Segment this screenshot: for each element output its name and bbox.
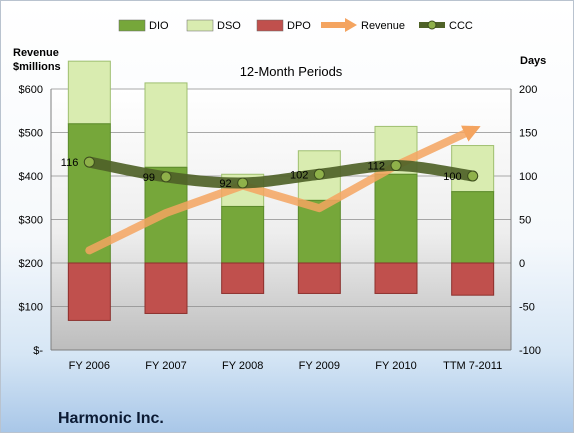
x-tick-label: TTM 7-2011 <box>443 360 502 372</box>
dso-bar <box>144 82 188 168</box>
legend-label: DPO <box>287 20 311 32</box>
legend-label: DIO <box>149 20 169 32</box>
x-tick-label: FY 2010 <box>375 360 416 372</box>
right-tick-label: 200 <box>519 84 537 96</box>
dpo-bar <box>67 262 111 321</box>
legend: DIO DSO DPO Revenue CCC <box>118 18 473 32</box>
x-tick-label: FY 2009 <box>299 360 340 372</box>
left-tick-label: $600 <box>19 84 43 96</box>
left-tick-label: $- <box>33 345 43 357</box>
ccc-point <box>83 156 95 168</box>
dpo-bar <box>451 262 495 296</box>
left-tick-label: $200 <box>19 258 43 270</box>
left-tick-label: $300 <box>19 215 43 227</box>
chart-subtitle: 12-Month Periods <box>240 64 343 79</box>
axes: $-$100$200$300$400$500$600-100-500501001… <box>19 84 542 372</box>
dio-bar <box>451 191 495 264</box>
x-tick-label: FY 2007 <box>145 360 186 372</box>
dpo-bar <box>144 262 188 314</box>
right-tick-label: 50 <box>519 215 531 227</box>
lines: 116 99 92 102 112 100 <box>61 125 481 255</box>
left-tick-label: $100 <box>19 302 43 314</box>
x-tick-label: FY 2008 <box>222 360 263 372</box>
legend-swatch-dio <box>118 19 146 32</box>
right-tick-label: 0 <box>519 258 525 270</box>
ccc-data-label: 112 <box>367 161 385 173</box>
legend-arrow-revenue <box>345 18 357 32</box>
right-tick-label: -50 <box>519 302 535 314</box>
left-axis-title-line2: $millions <box>13 61 61 73</box>
right-axis-title: Days <box>520 55 546 67</box>
ccc-point <box>237 177 249 189</box>
dpo-bar <box>221 262 265 294</box>
right-tick-label: 150 <box>519 128 537 140</box>
legend-marker-ccc <box>427 20 437 30</box>
dpo-bar <box>297 262 341 294</box>
right-tick-label: -100 <box>519 345 541 357</box>
ccc-data-label: 92 <box>219 178 231 190</box>
dpo-bar <box>374 262 418 294</box>
legend-swatch-dpo <box>256 19 284 32</box>
ccc-data-label: 100 <box>443 171 461 183</box>
ccc-point <box>313 168 325 180</box>
left-tick-label: $500 <box>19 128 43 140</box>
company-name: Harmonic Inc. <box>58 410 164 427</box>
left-tick-label: $400 <box>19 171 43 183</box>
ccc-data-label: 116 <box>61 157 79 169</box>
ccc-point <box>467 170 479 182</box>
ccc-line <box>83 156 479 189</box>
dso-bar <box>67 60 111 125</box>
ccc-data-label: 102 <box>290 169 308 181</box>
ccc-point <box>160 171 172 183</box>
x-tick-label: FY 2006 <box>69 360 110 372</box>
legend-label: CCC <box>449 20 473 32</box>
legend-swatch-dso <box>186 19 214 32</box>
ccc-point <box>390 160 402 172</box>
dio-bar <box>374 173 418 264</box>
left-axis-title-line1: Revenue <box>13 47 59 59</box>
dio-bar <box>221 205 265 264</box>
revenue-line <box>85 125 481 255</box>
legend-label: Revenue <box>361 20 405 32</box>
ccc-data-label: 99 <box>143 172 155 184</box>
legend-label: DSO <box>217 20 241 32</box>
right-tick-label: 100 <box>519 171 537 183</box>
